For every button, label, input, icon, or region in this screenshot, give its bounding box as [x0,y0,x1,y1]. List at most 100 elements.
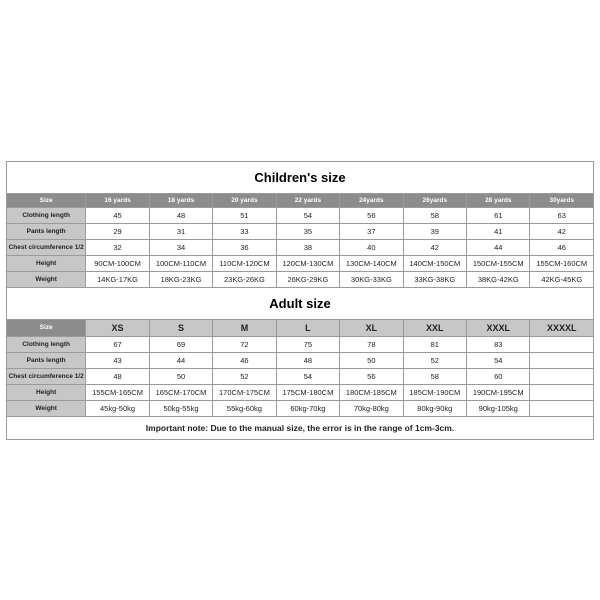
row-label: Pants length [7,352,86,368]
cell: 48 [149,207,212,223]
cell: 33 [213,223,276,239]
cell: 100CM-110CM [149,255,212,271]
cell: 75 [276,336,339,352]
adult-col-4: XL [340,319,403,336]
row-label: Clothing length [7,207,86,223]
row-label: Height [7,384,86,400]
table-row: Pants length 2931333537394142 [7,223,594,239]
cell: 50 [149,368,212,384]
cell: 40 [340,239,403,255]
cell: 90kg-105kg [467,400,530,416]
cell: 140CM-150CM [403,255,466,271]
cell: 60 [467,368,530,384]
cell: 30KG-33KG [340,271,403,287]
cell: 45kg-50kg [86,400,149,416]
cell: 14KG-17KG [86,271,149,287]
adult-col-7: XXXXL [530,319,594,336]
cell: 50 [340,352,403,368]
cell [530,352,594,368]
cell: 90CM-100CM [86,255,149,271]
children-title: Children's size [7,161,594,193]
adult-col-2: M [213,319,276,336]
cell [530,368,594,384]
cell: 45 [86,207,149,223]
cell [530,400,594,416]
cell: 120CM-130CM [276,255,339,271]
adult-col-5: XXL [403,319,466,336]
cell: 51 [213,207,276,223]
adult-size-label: Size [7,319,86,336]
cell: 48 [86,368,149,384]
cell: 175CM-180CM [276,384,339,400]
cell: 46 [530,239,594,255]
table-row: Clothing length 67697275788183 [7,336,594,352]
cell: 43 [86,352,149,368]
cell: 36 [213,239,276,255]
row-label: Weight [7,400,86,416]
cell: 61 [467,207,530,223]
cell: 31 [149,223,212,239]
cell: 42KG-45KG [530,271,594,287]
cell: 180CM-185CM [340,384,403,400]
cell: 170CM-175CM [213,384,276,400]
cell: 39 [403,223,466,239]
cell: 56 [340,207,403,223]
cell: 35 [276,223,339,239]
cell: 60kg-70kg [276,400,339,416]
cell: 42 [530,223,594,239]
cell: 37 [340,223,403,239]
children-col-4: 24yards [340,193,403,207]
children-col-5: 26yards [403,193,466,207]
children-size-label: Size [7,193,86,207]
children-col-7: 30yards [530,193,594,207]
cell: 33KG-38KG [403,271,466,287]
cell: 69 [149,336,212,352]
table-row: Height 155CM-165CM165CM-170CM170CM-175CM… [7,384,594,400]
row-label: Chest circumference 1/2 [7,239,86,255]
cell: 54 [467,352,530,368]
cell: 48 [276,352,339,368]
cell: 63 [530,207,594,223]
size-chart-container: Children's size Size 16 yards 18 yards 2… [6,161,594,440]
cell: 58 [403,207,466,223]
children-col-0: 16 yards [86,193,149,207]
row-label: Clothing length [7,336,86,352]
table-row: Weight 14KG-17KG18KG-23KG23KG-26KG26KG-2… [7,271,594,287]
cell: 130CM-140CM [340,255,403,271]
row-label: Height [7,255,86,271]
cell: 18KG-23KG [149,271,212,287]
cell: 83 [467,336,530,352]
row-label: Pants length [7,223,86,239]
table-row: Pants length 43444648505254 [7,352,594,368]
table-row: Clothing length 4548515456586163 [7,207,594,223]
table-row: Chest circumference 1/2 3234363840424446 [7,239,594,255]
cell: 81 [403,336,466,352]
adult-col-6: XXXL [467,319,530,336]
cell: 110CM-120CM [213,255,276,271]
cell: 23KG-26KG [213,271,276,287]
cell: 44 [467,239,530,255]
cell: 70kg-80kg [340,400,403,416]
cell: 32 [86,239,149,255]
cell: 165CM-170CM [149,384,212,400]
adult-col-3: L [276,319,339,336]
adult-header-row: Size XS S M L XL XXL XXXL XXXXL [7,319,594,336]
cell: 80kg-90kg [403,400,466,416]
children-col-3: 22 yards [276,193,339,207]
table-row: Height 90CM-100CM100CM-110CM110CM-120CM1… [7,255,594,271]
cell: 38 [276,239,339,255]
children-col-2: 20 yards [213,193,276,207]
cell: 56 [340,368,403,384]
cell: 58 [403,368,466,384]
cell: 78 [340,336,403,352]
important-note: Important note: Due to the manual size, … [7,416,594,439]
row-label: Weight [7,271,86,287]
children-header-row: Size 16 yards 18 yards 20 yards 22 yards… [7,193,594,207]
cell: 44 [149,352,212,368]
table-row: Chest circumference 1/2 48505254565860 [7,368,594,384]
cell [530,336,594,352]
cell: 34 [149,239,212,255]
children-col-1: 18 yards [149,193,212,207]
cell: 52 [403,352,466,368]
children-size-table: Children's size Size 16 yards 18 yards 2… [6,161,594,440]
